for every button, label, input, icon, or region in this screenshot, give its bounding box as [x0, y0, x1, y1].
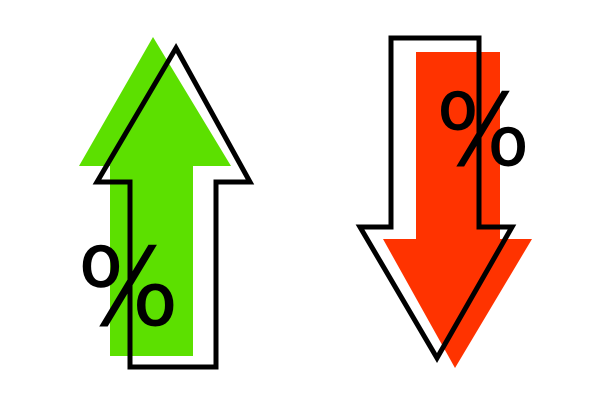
down-percent-sign: % [435, 72, 530, 189]
up-arrow-green-shape [79, 37, 231, 356]
up-arrow-outline-icon [92, 42, 255, 370]
up-percent-sign: % [77, 226, 180, 351]
up-arrow-group: % [77, 37, 255, 370]
down-arrow-outline-icon [355, 35, 517, 363]
down-arrow-red-shape [383, 52, 532, 368]
down-arrow-group: % [355, 35, 532, 368]
